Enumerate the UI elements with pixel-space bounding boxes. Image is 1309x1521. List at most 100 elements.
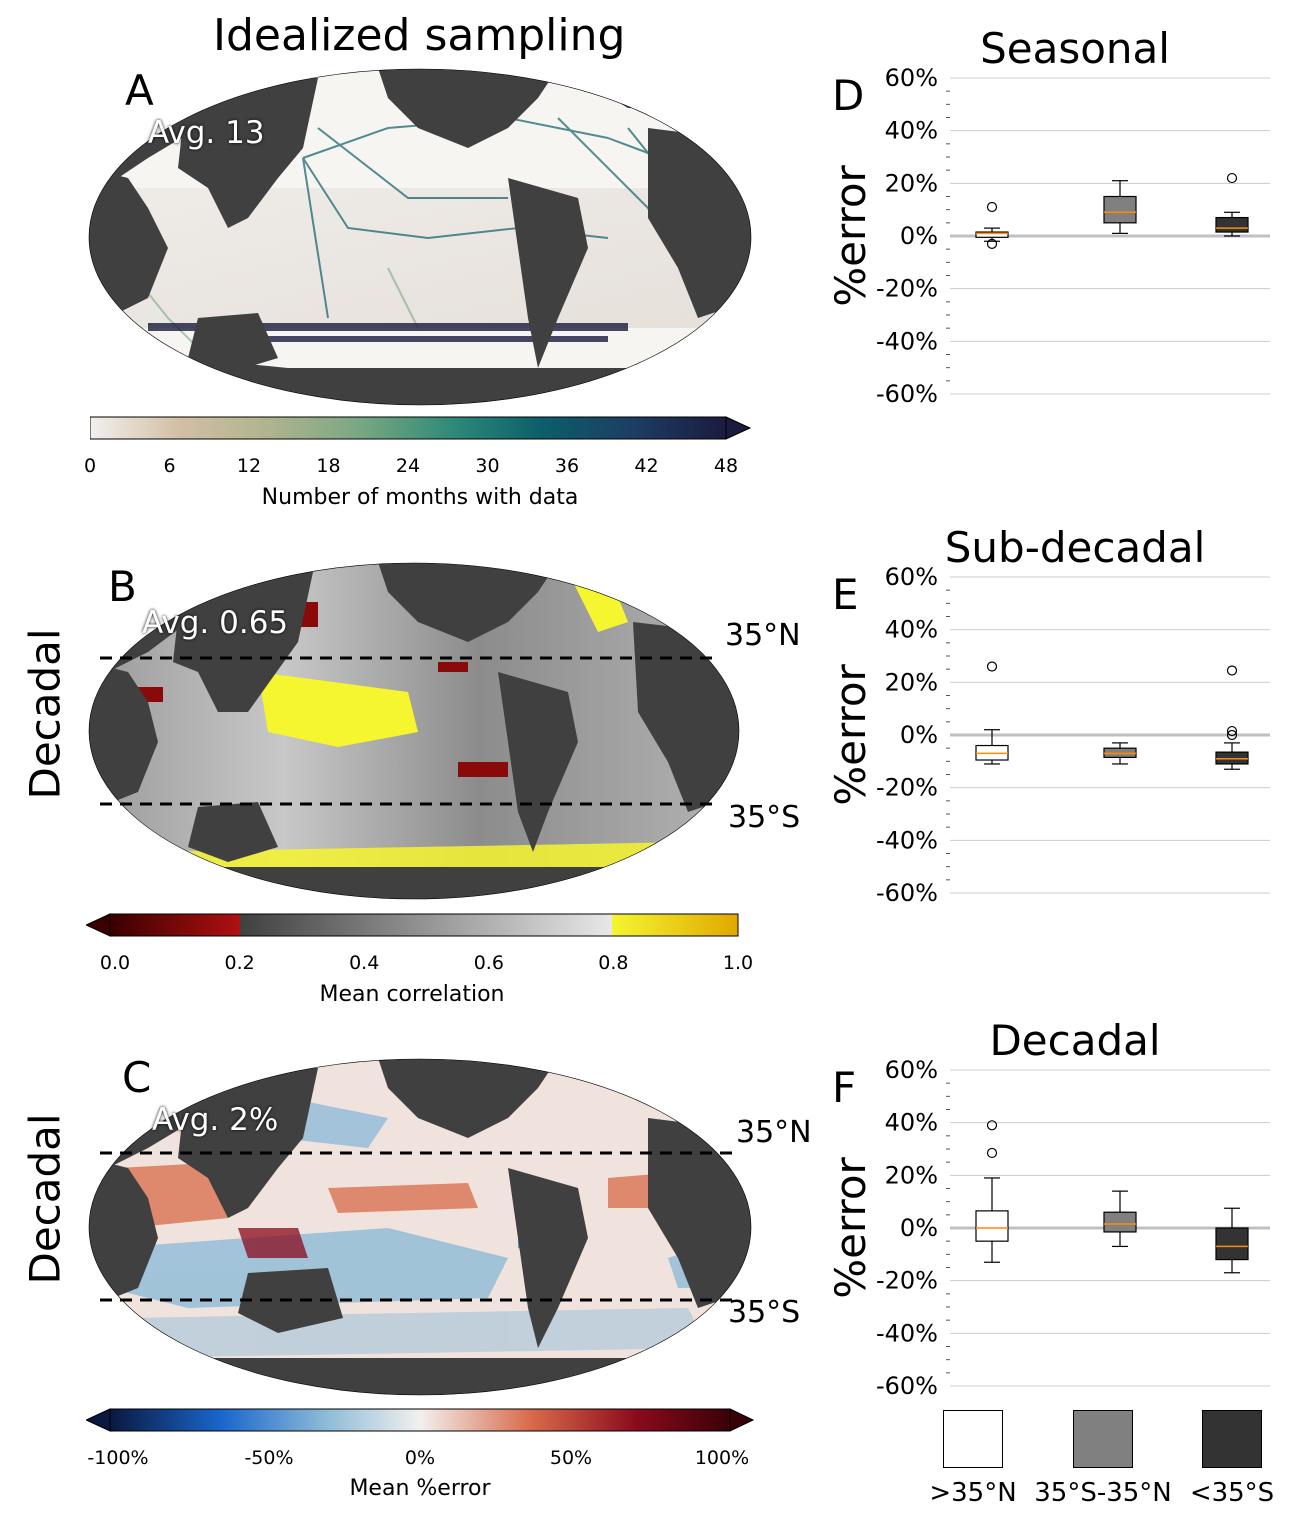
colorbar-b-label: Mean correlation xyxy=(319,982,505,1007)
colorbar-tick-label: 0.6 xyxy=(473,952,504,974)
y-tick-label: -20% xyxy=(876,774,938,802)
y-tick-label: 20% xyxy=(885,169,938,197)
boxplot-title: Seasonal xyxy=(980,24,1170,73)
colorbar-tick-label: 100% xyxy=(694,1447,750,1469)
y-tick-label: -40% xyxy=(876,1319,938,1347)
y-tick-label: 60% xyxy=(885,1056,938,1084)
y-tick-label: 40% xyxy=(885,1109,938,1137)
box-1 xyxy=(1103,180,1137,234)
legend-swatch xyxy=(1202,1410,1262,1468)
colorbar-tick-label: 42 xyxy=(634,455,659,477)
outlier-point xyxy=(1226,729,1238,741)
avg-label-b: Avg. 0.65 xyxy=(142,605,289,641)
outlier-point xyxy=(1226,172,1238,184)
figure-title: Idealized sampling xyxy=(213,10,626,61)
box-body xyxy=(975,1210,1009,1242)
boxplot-title: Sub-decadal xyxy=(945,523,1206,572)
colorbar-a xyxy=(89,416,752,440)
box-2 xyxy=(1215,665,1249,770)
outlier-point xyxy=(986,661,998,672)
lat-lines-c xyxy=(100,1151,740,1302)
colorbar-a-svg xyxy=(89,416,752,440)
y-tick-label: -20% xyxy=(876,275,938,303)
outlier-point xyxy=(986,238,998,249)
box-body xyxy=(1215,1227,1249,1261)
colorbar-b xyxy=(84,913,742,937)
box-0 xyxy=(975,201,1009,249)
y-tick-label: -40% xyxy=(876,327,938,355)
colorbar-tick-label: 0.0 xyxy=(99,952,131,974)
colorbar-tick-label: 0% xyxy=(404,1447,436,1469)
colorbar-tick-label: 48 xyxy=(713,455,739,477)
colorbar-b-svg xyxy=(84,913,739,937)
colorbar-c-svg xyxy=(84,1408,755,1432)
box-2 xyxy=(1215,1207,1249,1274)
box-2 xyxy=(1215,172,1249,237)
lat-lines-b xyxy=(100,656,720,806)
lat-label-c-north: 35°N xyxy=(736,1115,812,1150)
panel-letter-f: F xyxy=(832,1063,856,1112)
colorbar-tick-label: 36 xyxy=(554,455,580,477)
map-a xyxy=(88,68,752,406)
box-body xyxy=(1103,195,1137,224)
panel-letter-e: E xyxy=(832,570,859,619)
map-panel-c xyxy=(88,1058,753,1396)
box-body xyxy=(1103,1211,1137,1233)
colorbar-tick-label: 24 xyxy=(395,455,421,477)
row-label-decadal-c: Decadal xyxy=(20,1113,70,1285)
legend-swatch xyxy=(1073,1410,1133,1468)
legend-swatch xyxy=(943,1410,1003,1468)
y-axis-label: %error xyxy=(826,164,875,306)
colorbar-tick-label: 0 xyxy=(83,455,97,477)
lat-label-b-south: 35°S xyxy=(728,800,801,835)
y-tick-label: 20% xyxy=(885,668,938,696)
boxplot-panels: Seasonal D %error 60% 40% 20% 0% -20% -40% -60% Su… xyxy=(826,24,1270,1400)
y-tick-label: -60% xyxy=(876,380,938,408)
outlier-point xyxy=(986,201,998,213)
low-correlation-zones xyxy=(133,602,508,777)
colorbar-tick-label: 18 xyxy=(316,455,341,477)
colorbar-tick-label: -100% xyxy=(87,1447,149,1469)
legend-label: <35°S xyxy=(1189,1478,1275,1508)
colorbar-c xyxy=(84,1408,755,1432)
row-label-decadal-b: Decadal xyxy=(20,628,70,800)
y-tick-label: -40% xyxy=(876,826,938,854)
y-tick-label: 60% xyxy=(885,563,938,591)
colorbar-tick-label: 30 xyxy=(475,455,500,477)
colorbar-tick-label: 12 xyxy=(236,455,262,477)
colorbar-tick-label: 0.2 xyxy=(224,952,255,974)
box-body xyxy=(1215,216,1249,233)
colorbar-tick-label: 1.0 xyxy=(722,952,754,974)
colorbar-tick-label: 6 xyxy=(163,455,176,477)
colorbar-tick-label: 0.4 xyxy=(349,952,380,974)
colorbar-tick-label: -50% xyxy=(244,1447,294,1469)
box-0 xyxy=(975,1120,1009,1263)
panel-letter-b: B xyxy=(108,562,137,611)
outlier-point xyxy=(1226,725,1238,737)
outlier-point xyxy=(986,1120,998,1131)
panel-letter-d: D xyxy=(832,71,864,120)
colorbar-tick-label: 0.8 xyxy=(598,952,629,974)
panel-letter-c: C xyxy=(122,1053,152,1102)
map-c xyxy=(88,1058,752,1396)
y-tick-label: 0% xyxy=(900,721,938,749)
y-tick-label: -20% xyxy=(876,1267,938,1295)
avg-label-a: Avg. 13 xyxy=(148,115,265,151)
y-tick-label: 60% xyxy=(885,64,938,92)
colorbar-c-label: Mean %error xyxy=(349,1476,491,1501)
y-axis-label: %error xyxy=(826,663,875,805)
outlier-point xyxy=(1226,665,1238,676)
legend-label: >35°N xyxy=(929,1478,1017,1508)
y-tick-label: -60% xyxy=(876,879,938,907)
box-1 xyxy=(1103,1190,1137,1248)
panel-letter-a: A xyxy=(125,66,154,115)
box-1 xyxy=(1103,742,1137,765)
avg-label-c: Avg. 2% xyxy=(152,1102,279,1138)
y-tick-label: 0% xyxy=(900,222,938,250)
lat-label-b-north: 35°N xyxy=(725,618,801,653)
colorbar-tick-label: 50% xyxy=(549,1447,593,1469)
outlier-point xyxy=(986,1147,998,1159)
y-tick-label: 20% xyxy=(885,1161,938,1189)
y-tick-label: 40% xyxy=(885,616,938,644)
y-tick-label: 40% xyxy=(885,117,938,145)
